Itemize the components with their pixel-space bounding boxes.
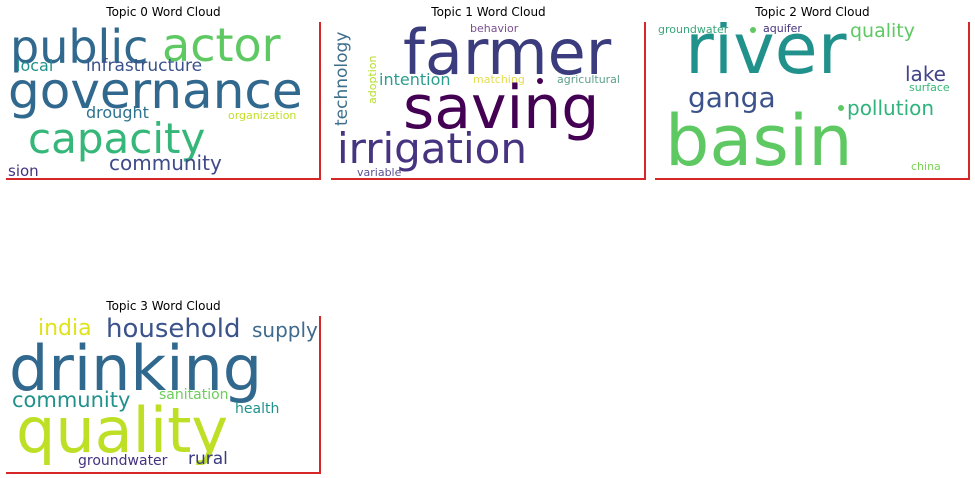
word: rural [188,449,228,469]
word: sanitation [159,387,229,403]
panel-title: Topic 0 Word Cloud [106,5,221,19]
word: household [106,316,241,344]
word: public [10,22,149,74]
word: irrigation [337,124,527,173]
word: sion [8,162,39,180]
frame-right [319,316,321,474]
word: aquifer [763,22,802,35]
word: saving [403,73,600,143]
panel-title: Topic 3 Word Cloud [106,299,221,313]
word: variable [357,166,402,179]
word: intention [379,70,451,89]
word: technology [332,31,352,126]
frame-bottom [6,178,321,180]
frame-bottom [331,178,646,180]
word: health [235,401,280,417]
word: china [911,160,941,173]
word: agricultural [557,73,620,86]
word: governance [8,62,303,120]
word: local [16,56,54,75]
word: organization [228,109,297,122]
word: behavior [470,22,519,35]
word-dot [750,27,756,33]
word: india [38,316,92,341]
frame-bottom [655,178,970,180]
word-dot [537,78,543,84]
word: ganga [688,81,776,114]
word-dot [838,105,844,111]
word: community [109,151,222,175]
word: community [12,388,131,412]
word: quality [850,22,915,42]
frame-bottom [6,472,321,474]
word-cloud-panel-3: Topic 3 Word Cloud india household suppl… [6,296,321,474]
panel-title: Topic 1 Word Cloud [431,5,546,19]
frame-right [319,22,321,180]
word-cloud: groundwater aquifer quality river lake g… [655,22,970,180]
word-cloud-panel-2: Topic 2 Word Cloud groundwater aquifer q… [655,2,970,180]
word: basin [665,100,853,180]
word: farmer [403,22,612,89]
word: surface [909,81,950,94]
word: drinking [9,332,263,405]
word-cloud: india household supply drinking communit… [6,316,321,474]
word: adoption [366,55,379,104]
word: quality [16,394,229,467]
word: actor [162,22,281,72]
word: lake [905,62,946,86]
word-cloud: behavior technology farmer adoption inte… [331,22,646,180]
word: infrastructure [86,56,203,76]
frame-right [968,22,970,180]
word-cloud-panel-1: Topic 1 Word Cloud behavior technology f… [331,2,646,180]
word: capacity [28,114,206,163]
word: supply [252,318,318,342]
word: river [685,22,847,90]
word: drought [86,103,149,122]
word-cloud-panel-0: Topic 0 Word Cloud public actor governan… [6,2,321,180]
frame-right [644,22,646,180]
word: matching [473,73,525,86]
word-cloud: public actor governance local infrastruc… [6,22,321,180]
word: groundwater [658,23,729,36]
word: groundwater [78,453,168,469]
word: pollution [847,96,935,120]
panel-title: Topic 2 Word Cloud [755,5,870,19]
